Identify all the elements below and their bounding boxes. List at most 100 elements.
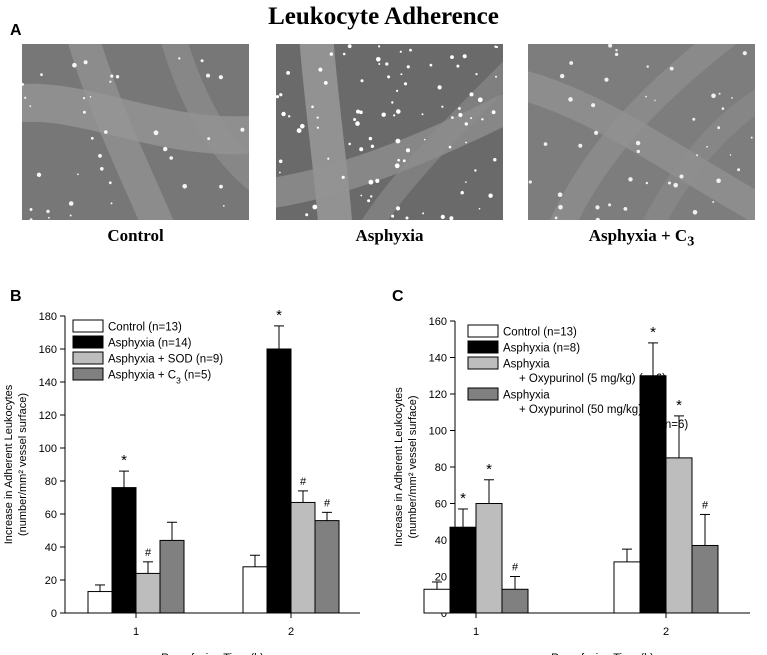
leukocyte-dot [341,175,345,179]
figure-title: Leukocyte Adherence [268,3,499,30]
micrograph-asphyxia-c3 [528,44,755,220]
legend-label-line2: + Oxypurinol (5 mg/kg) (n=6) [519,373,666,385]
leukocyte-dot [557,192,563,197]
legend-label-text: Asphyxia [503,390,550,402]
leukocyte-dot [636,149,640,154]
leukocyte-dot [645,181,649,185]
leukocyte-dot [448,145,452,149]
significance-marker: # [300,476,307,488]
leukocyte-dot [409,48,412,52]
y-tick-label: 0 [51,608,57,620]
leukocyte-dot [387,75,391,79]
y-tick-label: 140 [429,353,447,365]
leukocyte-dot [465,141,467,144]
significance-marker: * [121,452,127,469]
leukocyte-dot [608,44,613,48]
leukocyte-dot [169,156,173,160]
legend-label: Control (n=13) [108,322,182,334]
leukocyte-dot [110,74,114,78]
leukocyte-dot [316,126,319,129]
leukocyte-dot [359,147,364,152]
leukocyte-dot [36,172,42,177]
leukocyte-dot [72,62,77,68]
leukocyte-dot [24,96,27,99]
leukocyte-dot [109,80,112,83]
leukocyte-dot [222,205,225,207]
leukocyte-dot [460,191,464,195]
legend-label-line2: + Oxypurinol (50 mg/kg) [519,404,642,416]
bar [691,544,719,614]
leukocyte-dot [323,81,328,85]
leukocyte-dot [391,214,395,218]
leukocyte-dot [679,174,684,179]
leukocyte-dot [370,195,373,198]
leukocyte-dot [279,93,283,97]
leukocyte-dot [108,181,112,185]
leukocyte-dot [288,115,291,118]
leukocyte-dot [614,52,619,57]
y-tick-label: 40 [45,542,57,554]
leukocyte-dot [717,126,721,130]
leukocyte-dot [279,171,281,174]
bar [665,457,693,614]
y-tick-label: 60 [435,499,447,511]
leukocyte-dot [594,130,599,135]
leukocyte-dot [378,45,381,48]
leukocyte-dot [83,60,88,65]
bar [449,526,477,614]
leukocyte-dot [654,99,656,102]
leukocyte-dot [110,202,113,205]
leukocyte-dot [721,107,725,110]
leukocyte-dot [48,216,50,219]
leukocyte-dot [360,79,364,83]
leukocyte-dot [163,146,168,152]
y-tick-label: 120 [39,410,57,422]
x-tick-label: 1 [133,626,139,638]
y-axis-label: Increase in Adherent Leukocytes [393,387,405,547]
legend-swatch [467,356,499,370]
leukocyte-dot [276,95,279,99]
leukocyte-dot [495,75,497,78]
leukocyte-dot [451,116,454,119]
leukocyte-dot [153,130,159,136]
leukocyte-dot [240,127,245,132]
leukocyte-dot [464,122,468,126]
leukocyte-dot [115,75,120,79]
bar [135,572,161,614]
leukocyte-dot [46,209,50,214]
leukocyte-dot [359,110,363,115]
leukocyte-dot [558,204,563,210]
bar [639,375,667,614]
legend-label: Asphyxia (n=8) [503,343,580,355]
legend-label: Asphyxia (n=14) [108,338,192,350]
legend-label-suffix: (n=5) [181,370,212,382]
legend-label: Asphyxia [503,359,550,371]
y-tick-label: 0 [441,608,447,620]
bar [242,566,268,614]
leukocyte-dot [578,143,583,148]
leukocyte-dot [218,75,223,80]
leukocyte-dot [348,142,351,146]
chart-c: C 0 20 40 60 80 100 120 140 160 Increase in Adhere… [392,288,750,655]
leukocyte-dot [399,50,402,53]
leukocyte-dot [77,173,79,176]
leukocyte-dot [100,167,104,171]
leukocyte-dot [200,59,204,63]
legend-label-text: Control (n=13) [503,327,577,339]
leukocyte-dot [393,114,396,117]
leukocyte-dot [104,130,108,134]
leukocyte-dot [422,212,425,215]
leukocyte-dot [69,214,72,217]
legend-label-line3: (n=6) [661,419,688,431]
micrograph-control [22,44,249,220]
leukocyte-dot [281,111,286,117]
caption-control: Control [107,226,164,245]
significance-marker: * [676,397,682,414]
leukocyte-dot [391,101,394,104]
bar [266,348,292,614]
leukocyte-dot [353,118,357,121]
legend-swatch [467,340,499,354]
leukocyte-dot [494,45,497,48]
legend-swatch [72,319,104,333]
panel-letter-a: A [10,22,22,39]
